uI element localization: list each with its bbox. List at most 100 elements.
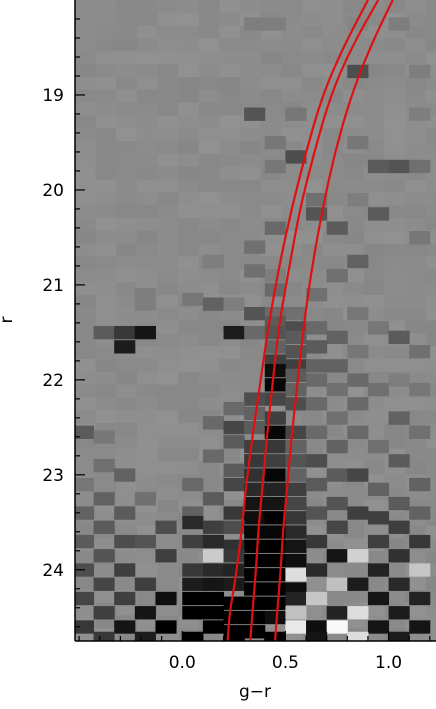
- plot-area: [74, 0, 436, 642]
- heatmap-background-cell: [405, 371, 427, 386]
- heatmap-cell: [326, 496, 348, 511]
- heatmap-background-cell: [219, 25, 241, 40]
- heatmap-background-cell: [116, 423, 138, 437]
- heatmap-background-cell: [281, 128, 303, 142]
- heatmap-background-cell: [178, 89, 200, 104]
- heatmap-background-cell: [157, 192, 179, 206]
- heatmap-background-cell: [301, 89, 324, 104]
- y-axis-title: r: [0, 317, 17, 324]
- heatmap-cell: [326, 620, 348, 634]
- heatmap-background-cell: [157, 602, 179, 616]
- heatmap-background-cell: [260, 243, 282, 257]
- heatmap-background-cell: [198, 346, 220, 360]
- heatmap-background-cell: [178, 243, 200, 257]
- heatmap-background-cell: [157, 153, 179, 168]
- heatmap-background-cell: [343, 76, 365, 91]
- heatmap-background-cell: [136, 448, 159, 463]
- heatmap-background-cell: [178, 12, 200, 27]
- heatmap-background-cell: [343, 205, 365, 219]
- heatmap-background-cell: [75, 217, 97, 232]
- heatmap-background-cell: [363, 576, 386, 591]
- heatmap-background-cell: [116, 128, 138, 142]
- heatmap-background-cell: [219, 76, 241, 91]
- heatmap-background-cell: [322, 38, 344, 52]
- heatmap-background-cell: [405, 243, 427, 257]
- heatmap-background-cell: [157, 0, 179, 14]
- heatmap-background-cell: [198, 89, 220, 104]
- heatmap-background-cell: [425, 89, 436, 104]
- heatmap-background-cell: [136, 12, 159, 27]
- heatmap-background-cell: [75, 102, 97, 116]
- heatmap-background-cell: [75, 25, 97, 40]
- heatmap-background-cell: [75, 0, 97, 14]
- heatmap-background-cell: [384, 217, 406, 232]
- heatmap-background-cell: [116, 487, 138, 501]
- heatmap-background-cell: [136, 461, 159, 475]
- heatmap-cell: [244, 596, 266, 610]
- heatmap-background-cell: [384, 589, 406, 604]
- heatmap-cell: [367, 321, 390, 335]
- heatmap-cell: [306, 193, 328, 207]
- heatmap-cell: [182, 563, 204, 577]
- heatmap-cell: [244, 17, 266, 31]
- heatmap-cell: [306, 373, 328, 387]
- heatmap-background-cell: [95, 51, 117, 65]
- heatmap-background-cell: [116, 64, 138, 78]
- heatmap-background-cell: [198, 102, 220, 116]
- heatmap-background-cell: [198, 474, 220, 488]
- heatmap-background-cell: [136, 89, 159, 104]
- heatmap-background-cell: [157, 76, 179, 91]
- heatmap-cell: [134, 631, 156, 641]
- heatmap-background-cell: [116, 12, 138, 27]
- heatmap-cell: [114, 325, 136, 340]
- heatmap-background-cell: [425, 333, 436, 347]
- heatmap-cell: [155, 549, 177, 563]
- heatmap-background-cell: [425, 564, 436, 578]
- heatmap-background-cell: [363, 423, 386, 437]
- heatmap-background-cell: [240, 128, 262, 142]
- heatmap-background-cell: [178, 307, 200, 322]
- heatmap-background-cell: [136, 25, 159, 40]
- heatmap-background-cell: [322, 294, 344, 309]
- heatmap-background-cell: [136, 179, 159, 193]
- heatmap-cell: [285, 482, 307, 496]
- heatmap-cell: [409, 64, 431, 79]
- heatmap-background-cell: [95, 205, 117, 219]
- heatmap-background-cell: [281, 294, 303, 309]
- heatmap-background-cell: [95, 410, 117, 424]
- heatmap-background-cell: [425, 76, 436, 91]
- heatmap-background-cell: [198, 76, 220, 91]
- heatmap-background-cell: [136, 423, 159, 437]
- heatmap-background-cell: [95, 25, 117, 40]
- heatmap-background-cell: [363, 307, 386, 322]
- heatmap-background-cell: [178, 333, 200, 347]
- heatmap-cell: [367, 482, 390, 496]
- heatmap-cell: [264, 17, 286, 31]
- heatmap-background-cell: [405, 256, 427, 270]
- heatmap-cell: [202, 254, 225, 269]
- heatmap-background-cell: [260, 256, 282, 270]
- heatmap-background-cell: [95, 179, 117, 193]
- heatmap-background-cell: [301, 25, 324, 40]
- heatmap-background-cell: [363, 551, 386, 565]
- heatmap-background-cell: [157, 410, 179, 424]
- heatmap-background-cell: [75, 153, 97, 168]
- heatmap-background-cell: [219, 269, 241, 283]
- heatmap-background-cell: [343, 320, 365, 334]
- heatmap-cell: [306, 359, 328, 373]
- heatmap-background-cell: [116, 576, 138, 591]
- heatmap-background-cell: [95, 589, 117, 604]
- heatmap-background-cell: [425, 435, 436, 450]
- heatmap-cell: [264, 511, 286, 525]
- heatmap-cell: [93, 430, 115, 444]
- heatmap-cell: [244, 610, 266, 625]
- heatmap-background-cell: [75, 358, 97, 373]
- heatmap-cell: [367, 534, 390, 549]
- heatmap-cell: [223, 610, 245, 625]
- heatmap-background-cell: [178, 256, 200, 270]
- heatmap-background-cell: [75, 371, 97, 386]
- heatmap-cell: [347, 64, 369, 79]
- heatmap-background-cell: [240, 179, 262, 193]
- heatmap-background-cell: [363, 346, 386, 360]
- heatmap-background-cell: [343, 487, 365, 501]
